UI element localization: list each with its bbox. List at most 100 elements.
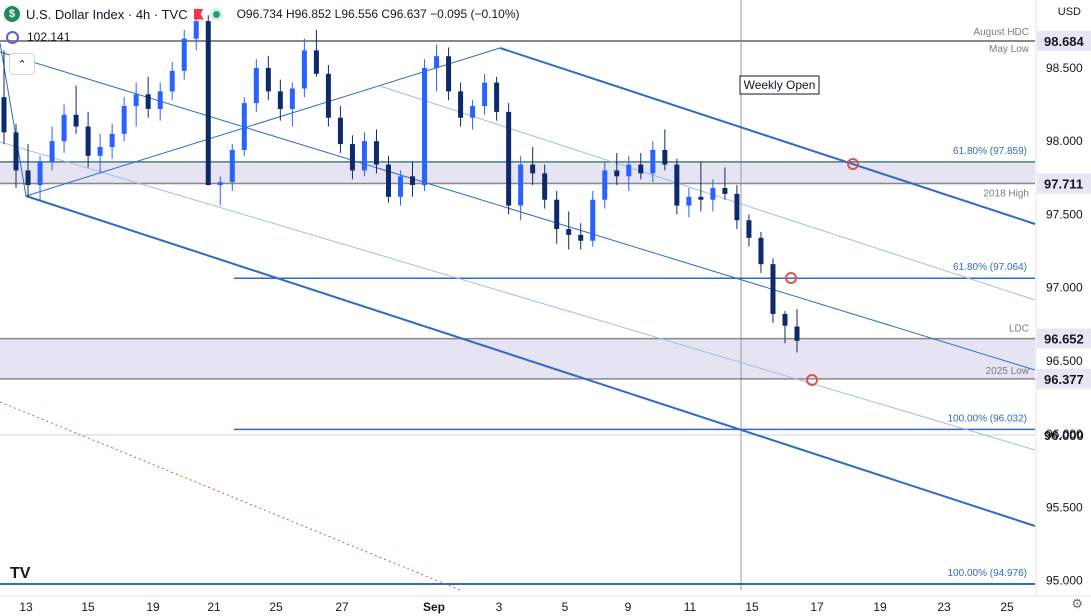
price-tag-96-000: 96.000 (1044, 428, 1084, 443)
candle-body-9 (109, 133, 115, 148)
candle-body-48 (578, 234, 584, 241)
candle-body-0 (1, 97, 7, 133)
settings-icon[interactable]: ⚙ (1071, 596, 1083, 611)
candle-body-55 (662, 149, 668, 165)
candle-body-40 (482, 82, 488, 107)
candle-body-61 (734, 193, 740, 221)
candle-body-36 (434, 56, 440, 68)
candle-body-15 (181, 38, 187, 71)
price-tick-98-000: 98.000 (1046, 134, 1083, 148)
candle-body-66 (794, 326, 800, 341)
candle-body-17 (205, 21, 211, 186)
level-marker-0 (847, 158, 859, 170)
candle-body-65 (782, 313, 788, 326)
candle-body-60 (722, 188, 728, 194)
chart-header: $ U.S. Dollar Index · 4h · TVC O96.734 H… (4, 4, 519, 24)
time-tick-14: 23 (937, 600, 951, 614)
level-label-2018-high: 2018 High (983, 188, 1029, 199)
level-bands (0, 161, 1035, 379)
level-marker-1 (785, 272, 797, 284)
candle-body-64 (770, 264, 776, 314)
weekly-open-label: Weekly Open (744, 78, 816, 92)
time-tick-6: Sep (423, 600, 445, 614)
candle-body-45 (542, 173, 548, 200)
time-tick-9: 9 (625, 600, 632, 614)
price-tag-bg-98-684 (1037, 31, 1091, 51)
currency-label[interactable]: USD (1057, 6, 1081, 18)
dollar-icon: $ (4, 6, 20, 22)
candle-body-2 (25, 170, 31, 186)
level-marker-2 (806, 374, 818, 386)
candle-body-27 (325, 73, 331, 118)
candle-body-22 (265, 67, 271, 92)
time-tick-15: 25 (1000, 600, 1014, 614)
candle-body-25 (301, 50, 307, 89)
candle-body-50 (602, 170, 608, 200)
candle-body-1 (13, 132, 19, 171)
price-tick-98-500: 98.500 (1046, 61, 1083, 75)
candle-body-3 (37, 161, 43, 186)
price-tag-97-711: 97.711 (1044, 176, 1083, 191)
candle-body-14 (169, 70, 175, 92)
channel-upper-line (499, 47, 1036, 225)
candle-body-56 (674, 164, 680, 206)
indicator-value: 102.141 (27, 30, 71, 44)
candle-body-23 (277, 91, 283, 109)
time-tick-3: 21 (207, 600, 221, 614)
candle-body-54 (650, 149, 656, 174)
red-dotted-trendline (0, 401, 461, 591)
candlestick-series (1, 9, 800, 353)
candle-body-12 (145, 94, 151, 109)
level-markers (785, 158, 859, 386)
candle-body-16 (193, 21, 199, 39)
price-tag-96-652: 96.652 (1044, 332, 1084, 347)
indicator-icon[interactable] (6, 30, 19, 44)
level-labels: August HDC May Low 61.80% (97.859) 2018 Hig… (739, 27, 1030, 579)
candle-body-62 (746, 220, 752, 238)
price-tick-97-000: 97.000 (1046, 281, 1083, 295)
collapse-button[interactable]: ⌃ (9, 53, 35, 75)
level-label-may-low: May Low (989, 44, 1030, 55)
candle-body-38 (458, 91, 464, 118)
trend-channel-drawings (0, 42, 1036, 591)
time-tick-8: 5 (562, 600, 569, 614)
price-tick-95-000: 95.000 (1046, 573, 1083, 587)
zone-band-0 (0, 161, 1035, 184)
candle-body-30 (361, 141, 367, 171)
price-tick-95-500: 95.500 (1046, 500, 1083, 514)
level-label-ldc: LDC (1009, 324, 1029, 335)
candle-body-28 (337, 117, 343, 145)
price-tick-97-500: 97.500 (1046, 207, 1083, 221)
price-tick-96-500: 96.500 (1046, 354, 1083, 368)
candle-body-32 (385, 164, 391, 197)
channel-quarter-line-upper (379, 85, 1036, 301)
level-label-2025-low: 2025 Low (986, 366, 1030, 377)
pitchfork-handle-line (25, 47, 501, 197)
candle-body-57 (686, 196, 692, 206)
candle-body-18 (217, 182, 223, 186)
candle-body-19 (229, 149, 235, 183)
price-tag-96-377: 96.377 (1044, 372, 1084, 387)
price-tick-96-000: 96.000 (1046, 427, 1083, 441)
candle-body-59 (710, 188, 716, 200)
channel-quarter-line-lower (0, 141, 1036, 451)
zone-band-1 (0, 338, 1035, 379)
candle-body-31 (373, 141, 379, 165)
candle-body-37 (446, 56, 452, 92)
candle-body-44 (530, 164, 536, 174)
symbol-title[interactable]: U.S. Dollar Index · 4h · TVC (26, 6, 188, 22)
candle-body-41 (494, 82, 500, 112)
time-tick-2: 19 (146, 600, 160, 614)
market-status-icon[interactable] (209, 7, 223, 21)
candle-body-21 (253, 67, 259, 104)
level-label-fib-96032: 100.00% (96.032) (947, 413, 1027, 424)
candle-body-20 (241, 103, 247, 150)
candle-body-52 (626, 164, 632, 177)
candle-body-63 (758, 237, 764, 265)
candle-body-13 (157, 91, 163, 109)
candle-body-35 (422, 67, 428, 186)
price-tag-bg-97-711 (1037, 173, 1091, 194)
candle-body-42 (506, 111, 512, 206)
